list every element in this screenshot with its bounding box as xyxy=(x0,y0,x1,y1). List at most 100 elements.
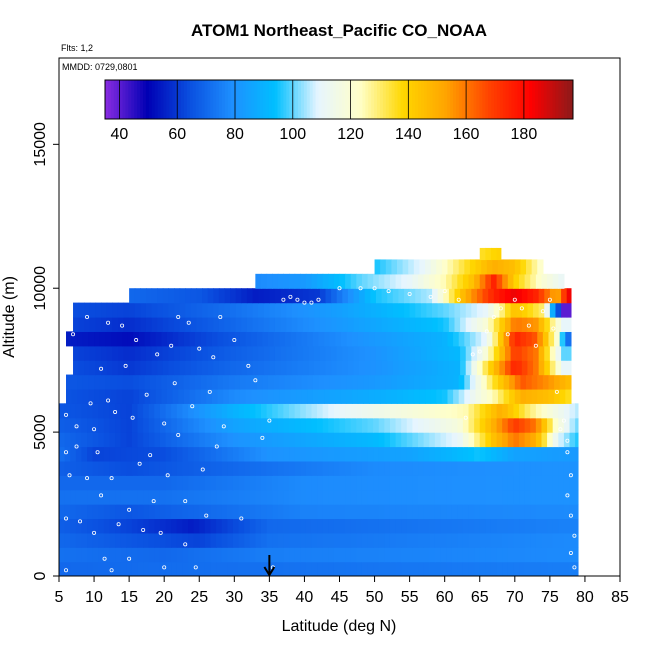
heatmap-cell xyxy=(221,432,228,448)
heatmap-cell xyxy=(373,475,380,491)
heatmap-cell xyxy=(322,403,329,419)
heatmap-cell xyxy=(137,432,144,448)
heatmap-cell xyxy=(182,561,189,576)
heatmap-cell xyxy=(453,259,460,275)
heatmap-cell xyxy=(190,360,198,376)
heatmap-cell xyxy=(552,532,559,548)
heatmap-cell xyxy=(92,475,99,491)
heatmap-cell xyxy=(527,302,534,318)
heatmap-cell xyxy=(516,317,523,332)
colorbar-swatch xyxy=(543,80,548,119)
heatmap-cell xyxy=(241,317,248,332)
heatmap-cell xyxy=(504,302,512,318)
dates-label: MMDD: 0729,0801 xyxy=(62,62,138,72)
heatmap-cell xyxy=(154,403,161,419)
x-tick-label: 5 xyxy=(55,589,64,606)
heatmap-cell xyxy=(269,345,276,361)
heatmap-cell xyxy=(59,547,66,563)
heatmap-cell xyxy=(174,288,181,304)
heatmap-cell xyxy=(409,345,416,361)
heatmap-cell xyxy=(493,345,500,361)
heatmap-cell xyxy=(199,532,206,548)
heatmap-cell xyxy=(171,561,178,576)
heatmap-cell xyxy=(154,561,161,576)
heatmap-cell xyxy=(289,432,296,448)
heatmap-cell xyxy=(204,403,212,419)
heatmap-cell xyxy=(547,446,554,462)
heatmap-cell xyxy=(84,345,91,361)
heatmap-cell xyxy=(524,417,531,433)
heatmap-cell xyxy=(389,446,397,462)
heatmap-cell xyxy=(530,432,537,448)
heatmap-cell xyxy=(490,561,498,576)
heatmap-cell xyxy=(145,288,153,304)
colorbar-swatch xyxy=(461,80,466,119)
heatmap-cell xyxy=(385,388,392,404)
heatmap-cell xyxy=(325,360,332,376)
heatmap-cell xyxy=(161,374,168,390)
heatmap-cell xyxy=(392,345,399,361)
heatmap-cell xyxy=(350,460,357,476)
heatmap-cell xyxy=(440,475,447,491)
heatmap-cell xyxy=(384,547,391,563)
heatmap-cell xyxy=(238,417,245,433)
heatmap-cell xyxy=(317,475,324,491)
heatmap-cell xyxy=(131,561,139,576)
heatmap-cell xyxy=(143,432,150,448)
heatmap-cell xyxy=(221,547,228,563)
heatmap-cell xyxy=(322,273,329,289)
heatmap-cell xyxy=(384,403,391,419)
colorbar-tick-label: 100 xyxy=(279,126,306,143)
sample-point xyxy=(64,450,69,455)
heatmap-cell xyxy=(305,403,313,419)
colorbar-swatch xyxy=(347,80,352,119)
heatmap-cell xyxy=(486,259,493,275)
heatmap-cell xyxy=(267,331,275,347)
heatmap-cell xyxy=(140,360,147,376)
heatmap-cell xyxy=(507,489,515,505)
heatmap-cell xyxy=(303,360,310,376)
heatmap-cell xyxy=(387,345,394,361)
sample-point xyxy=(456,297,461,302)
heatmap-cell xyxy=(555,360,562,376)
heatmap-cell xyxy=(391,259,398,275)
heatmap-cell xyxy=(126,561,133,576)
heatmap-cell xyxy=(267,374,275,390)
heatmap-cell xyxy=(490,446,498,462)
heatmap-cell xyxy=(255,489,262,505)
heatmap-cell xyxy=(395,417,402,433)
heatmap-cell xyxy=(193,460,200,476)
heatmap-cell xyxy=(110,388,118,404)
heatmap-cell xyxy=(499,317,506,332)
heatmap-cell xyxy=(131,417,139,433)
heatmap-cell xyxy=(412,489,419,505)
heatmap-cell xyxy=(404,302,411,318)
colorbar-swatch xyxy=(441,80,445,119)
heatmap-cell xyxy=(241,345,248,361)
heatmap-cell xyxy=(389,273,397,289)
heatmap-cell xyxy=(162,317,169,332)
heatmap-cell xyxy=(380,388,387,404)
heatmap-cell xyxy=(555,302,562,318)
heatmap-cell xyxy=(200,374,207,390)
heatmap-cell xyxy=(137,403,144,419)
heatmap-cell xyxy=(558,432,565,448)
heatmap-cell xyxy=(389,547,397,563)
heatmap-cell xyxy=(575,417,579,433)
sample-point xyxy=(64,412,69,417)
heatmap-cell xyxy=(479,475,486,491)
heatmap-cell xyxy=(188,489,195,505)
heatmap-cell xyxy=(535,446,543,462)
heatmap-cell xyxy=(437,302,444,318)
heatmap-cell xyxy=(333,460,341,476)
sample-point xyxy=(204,513,209,518)
heatmap-cell xyxy=(182,432,189,448)
heatmap-cell xyxy=(70,547,77,563)
heatmap-cell xyxy=(339,403,346,419)
heatmap-cell xyxy=(485,446,492,462)
sample-point xyxy=(193,565,198,570)
heatmap-cell xyxy=(59,532,66,548)
heatmap-cell xyxy=(454,345,461,361)
heatmap-cell xyxy=(451,561,458,576)
heatmap-cell xyxy=(300,432,307,448)
